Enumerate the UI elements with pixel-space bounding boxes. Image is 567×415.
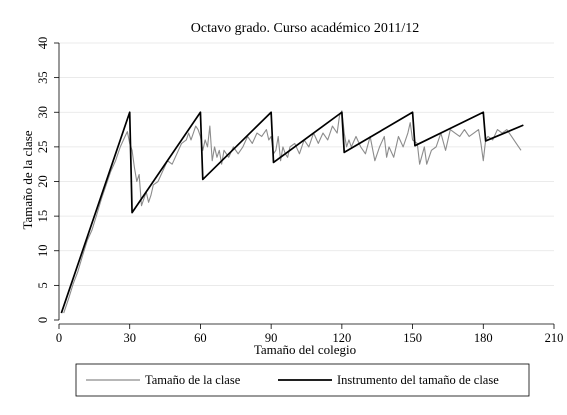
y-tick-label-35: 35 xyxy=(36,71,50,84)
x-tick-label-30: 30 xyxy=(123,331,136,345)
x-tick-label-0: 0 xyxy=(56,331,62,345)
x-tick-label-180: 180 xyxy=(474,331,493,345)
x-tick-label-210: 210 xyxy=(545,331,564,345)
y-tick-label-40: 40 xyxy=(36,37,50,50)
chart-title: Octavo grado. Curso académico 2011/12 xyxy=(191,21,419,36)
series-line-1 xyxy=(60,111,524,314)
y-tick-label-5: 5 xyxy=(36,282,50,288)
x-tick-label-90: 90 xyxy=(265,331,278,345)
y-tick-label-10: 10 xyxy=(36,245,50,258)
y-axis-label: Tamaño de la clase xyxy=(20,130,35,229)
legend-box xyxy=(75,363,530,397)
x-tick-label-150: 150 xyxy=(403,331,422,345)
y-tick-label-20: 20 xyxy=(36,175,50,188)
y-tick-label-15: 15 xyxy=(36,210,50,223)
x-axis-label: Tamaño del colegio xyxy=(254,342,356,357)
axes: 0 5 10 15 20 25 30 35 40 0 30 60 90 120 150 180 210 xyxy=(36,37,563,345)
legend-label-class-size: Tamaño de la clase xyxy=(145,373,241,387)
series-line-0 xyxy=(63,110,522,314)
grid-lines xyxy=(59,42,554,286)
x-tick-label-120: 120 xyxy=(332,331,351,345)
plot-series xyxy=(60,110,524,314)
legend-label-class-size-instrument: Instrumento del tamaño de clase xyxy=(337,373,499,387)
y-tick-label-0: 0 xyxy=(36,317,50,323)
y-tick-label-30: 30 xyxy=(36,106,50,119)
y-tick-label-25: 25 xyxy=(36,141,50,154)
x-tick-label-60: 60 xyxy=(194,331,207,345)
legend: Tamaño de la clase Instrumento del tamañ… xyxy=(75,363,530,397)
